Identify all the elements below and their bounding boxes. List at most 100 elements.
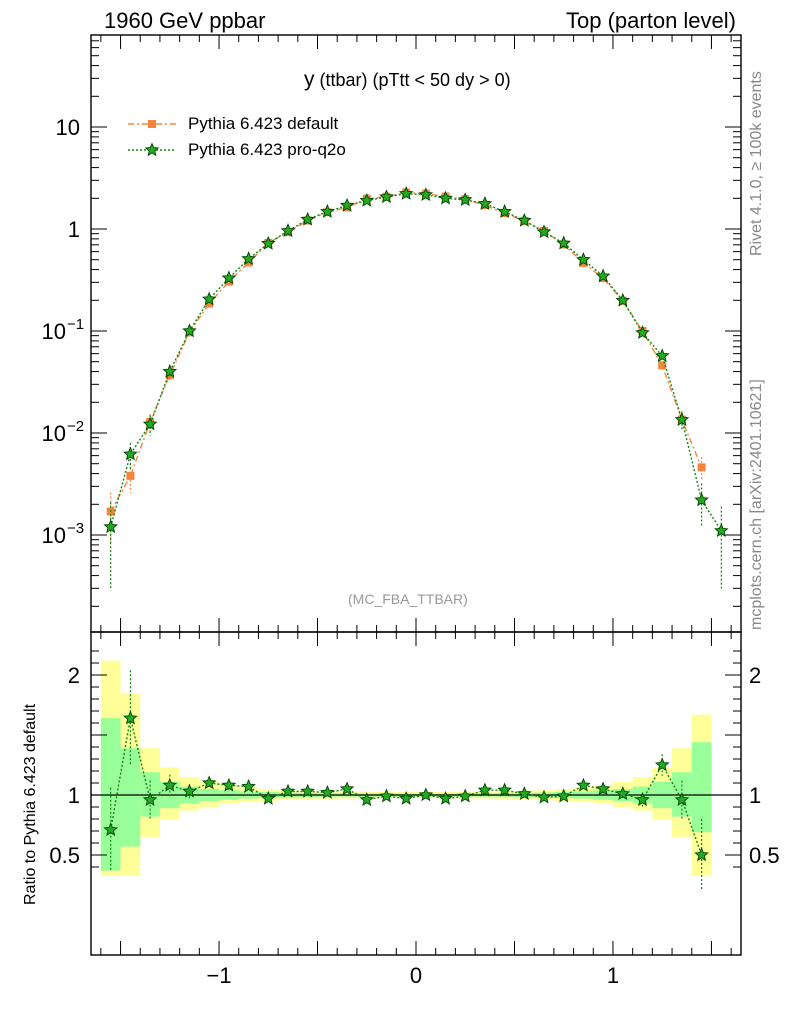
proq2o-series-point [635,325,650,340]
ratio-y-tick-label: 1 [68,783,80,808]
ratio-series-point [123,710,138,725]
default-series-point [224,277,233,286]
proq2o-series-point [438,190,453,205]
ratio-series-point [359,792,375,807]
ratio-series-point [142,792,158,807]
analysis-tag: (MC_FBA_TTBAR) [348,591,468,607]
proq2o-series-point [576,252,591,266]
proq2o-series-point [615,292,631,307]
plot-title-rest: (ttbar) (pTtt < 50 dy > 0) [319,70,511,90]
proq2o-series-point [398,186,414,200]
proq2o-series-point [103,519,119,534]
y-tick-label: 10 [42,421,66,446]
ratio-series-point [182,783,197,798]
ratio-series-point [398,790,414,805]
ratio-series-point [162,777,178,792]
proq2o-series-point [694,492,709,507]
proq2o-series-point [241,251,256,266]
ratio-series-point [674,792,690,807]
ratio-band-inner [691,742,712,833]
ratio-series-point [576,777,591,792]
ratio-y-tick-label-right: 1 [749,783,761,808]
proq2o-series-point [300,211,315,226]
ratio-bands [91,660,741,876]
ratio-series-point [260,790,276,805]
legend [128,120,176,157]
proq2o-series-point [497,203,512,218]
proq2o-series-point [201,291,217,306]
main-data-layer [103,186,729,589]
proq2o-series-point [556,235,572,250]
proq2o-series-point [595,268,611,283]
ratio-y-axis-label: Ratio to Pythia 6.423 default [22,703,39,905]
ratio-series-point [694,847,709,862]
y-tick-label: 10 [56,115,80,140]
ratio-series-point [320,784,335,799]
ratio-series-point [615,786,631,801]
legend-label-proq2o: Pythia 6.423 pro-q2o [188,140,346,159]
x-tick-label: −1 [206,963,231,988]
proq2o-series-point [280,223,296,238]
proq2o-series-point [713,523,729,537]
proq2o-series-point [536,224,552,239]
default-series-point [697,463,706,472]
ratio-series-point [536,789,552,804]
ratio-band-inner [120,748,141,847]
ratio-series-point [635,792,650,807]
proq2o-series-point [457,192,473,207]
proq2o-series-point [674,412,690,426]
ratio-series-point [556,788,572,803]
rivet-version-label: Rivet 4.1.0, ≥ 100k events [748,71,765,256]
collision-label: 1960 GeV ppbar [104,8,266,33]
default-series-point [126,471,135,480]
y-tick-label: 10 [42,319,66,344]
ratio-series-point [497,782,512,797]
proq2o-series-point [359,192,375,207]
ratio-y-tick-label: 2 [68,663,80,688]
plot-title-var: y [304,68,315,91]
proq2o-series-point [418,187,434,202]
proq2o-series-point [320,203,335,218]
proq2o-series-point [221,270,237,285]
y-tick-label: 1 [68,217,80,242]
ratio-series-point [457,788,473,803]
y-tick-label-exponent: −3 [67,520,84,537]
proq2o-series-point [517,212,532,227]
ratio-series-point [221,777,237,792]
y-tick-label: 10 [42,523,66,548]
ratio-y-tick-label-right: 0.5 [749,843,780,868]
x-tick-label: 0 [410,963,422,988]
ratio-series-point [339,781,355,796]
ratio-series-point [300,783,315,798]
legend-label-default: Pythia 6.423 default [188,114,339,133]
proq2o-series-point [142,416,158,431]
ratio-series-point [595,781,611,796]
proq2o-series-line [110,192,722,532]
default-series-point [205,299,214,308]
legend-marker-default [148,120,156,128]
proq2o-series-point [477,196,493,210]
ratio-series-point [379,788,394,803]
ratio-series-point [241,778,256,793]
proq2o-series-point [123,446,138,461]
y-tick-label-exponent: −2 [67,418,84,435]
default-series-line [110,191,703,512]
process-label: Top (parton level) [566,8,736,33]
ratio-series-point [418,787,434,802]
ratio-series-point [103,822,119,837]
ratio-data-layer [103,670,709,891]
ratio-y-tick-label-right: 2 [749,663,761,688]
proq2o-series-point [182,323,197,338]
default-series-point [244,258,253,267]
ratio-series-point [477,782,493,797]
default-series-point [165,371,174,380]
proq2o-series-point [339,197,355,212]
plot-title: y (ttbar) (pTtt < 50 dy > 0) [304,68,511,92]
ratio-series-point [201,775,217,790]
proq2o-series-point [654,348,670,363]
ratio-series-point [517,786,532,801]
ratio-series-point [654,757,670,772]
mcplots-label: mcplots.cern.ch [arXiv:2401.10621] [748,379,765,630]
